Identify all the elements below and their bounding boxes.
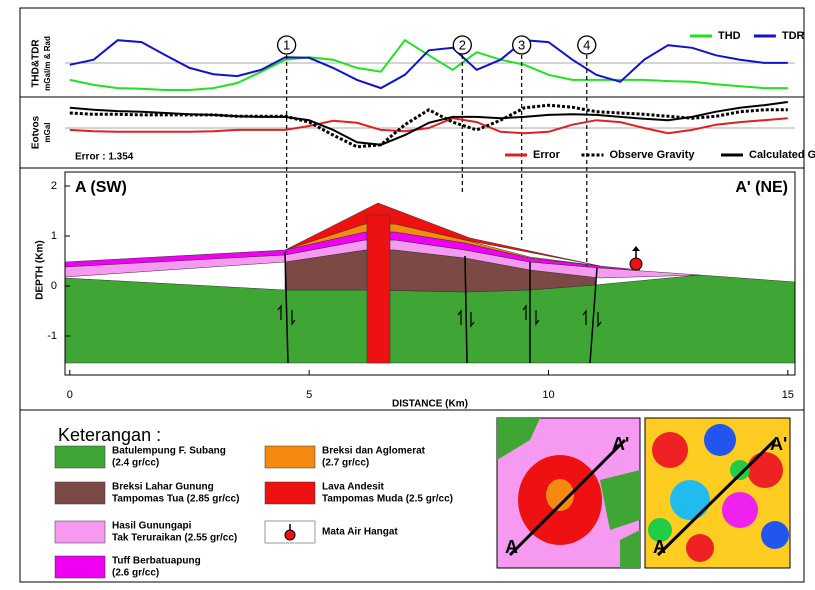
icon-dot — [285, 530, 295, 540]
y-axis-label: mGal — [43, 122, 52, 142]
legend-label: THD — [718, 30, 741, 42]
marker-label: 3 — [518, 37, 525, 52]
x-tick-label: 10 — [542, 389, 554, 401]
legend-item-label: (2.6 gr/cc) — [112, 568, 159, 579]
legend-swatch — [55, 482, 105, 504]
legend-item-label: Lava Andesit — [322, 482, 385, 493]
figure: THD&TDRmGal/m & Rad THD TDR 1 2 3 4 EotvosmGal E… — [0, 0, 815, 590]
legend-label: Error — [533, 149, 561, 161]
legend-item-label: (2.4 gr/cc) — [112, 458, 159, 469]
legend-item-label: Breksi Lahar Gunung — [112, 482, 214, 493]
legend-label: Observe Gravity — [610, 149, 696, 161]
y-axis-label: mGal/m & Rad — [43, 36, 52, 91]
annotation: Error : 1.354 — [75, 152, 134, 163]
legend-swatch — [55, 556, 105, 578]
legend-item-label: (2.7 gr/cc) — [322, 458, 369, 469]
y-tick-label: 2 — [51, 180, 57, 192]
legend-item-label: Tampomas Muda (2.5 gr/cc) — [322, 494, 453, 505]
legend-swatch — [55, 446, 105, 468]
legend-label: TDR — [782, 30, 805, 42]
map-label: A' — [770, 434, 787, 454]
x-tick-label: 15 — [782, 389, 794, 401]
marker-label: 4 — [583, 37, 590, 52]
x-tick-label: 0 — [67, 389, 73, 401]
legend-label: Calculated Gravity — [749, 149, 815, 161]
legend-item-label: Batulempung F. Subang — [112, 446, 226, 457]
section-label: A' (NE) — [735, 179, 788, 196]
legend-title: Keterangan : — [58, 425, 161, 445]
legend-item-label: Tuff Berbatuapung — [112, 556, 201, 567]
map-label: A — [653, 537, 666, 557]
legend-item-label: Tampomas Tua (2.85 gr/cc) — [112, 494, 239, 505]
legend-swatch — [265, 482, 315, 504]
y-tick-label: -1 — [47, 330, 57, 342]
x-axis-label: DISTANCE (Km) — [392, 399, 468, 410]
legend-item-label: Tak Teruraikan (2.55 gr/cc) — [112, 533, 237, 544]
map-label: A' — [612, 434, 629, 454]
x-tick-label: 5 — [306, 389, 312, 401]
y-tick-label: 0 — [51, 280, 57, 292]
map-label: A — [505, 537, 518, 557]
y-axis-label: DEPTH (Km) — [35, 240, 46, 299]
legend-swatch — [265, 446, 315, 468]
legend-item-label: Mata Air Hangat — [322, 527, 398, 538]
map-derivative — [645, 418, 790, 568]
legend-item-label: Hasil Gunungapi — [112, 521, 192, 532]
legend-swatch — [55, 521, 105, 543]
y-axis-label: THD&TDR — [31, 39, 42, 88]
legend-item-label: Breksi dan Aglomerat — [322, 446, 426, 457]
y-axis-label: Eotvos — [31, 115, 42, 149]
section-label: A (SW) — [75, 179, 127, 196]
marker-label: 1 — [283, 37, 290, 52]
marker-label: 2 — [459, 37, 466, 52]
y-tick-label: 1 — [51, 230, 57, 242]
